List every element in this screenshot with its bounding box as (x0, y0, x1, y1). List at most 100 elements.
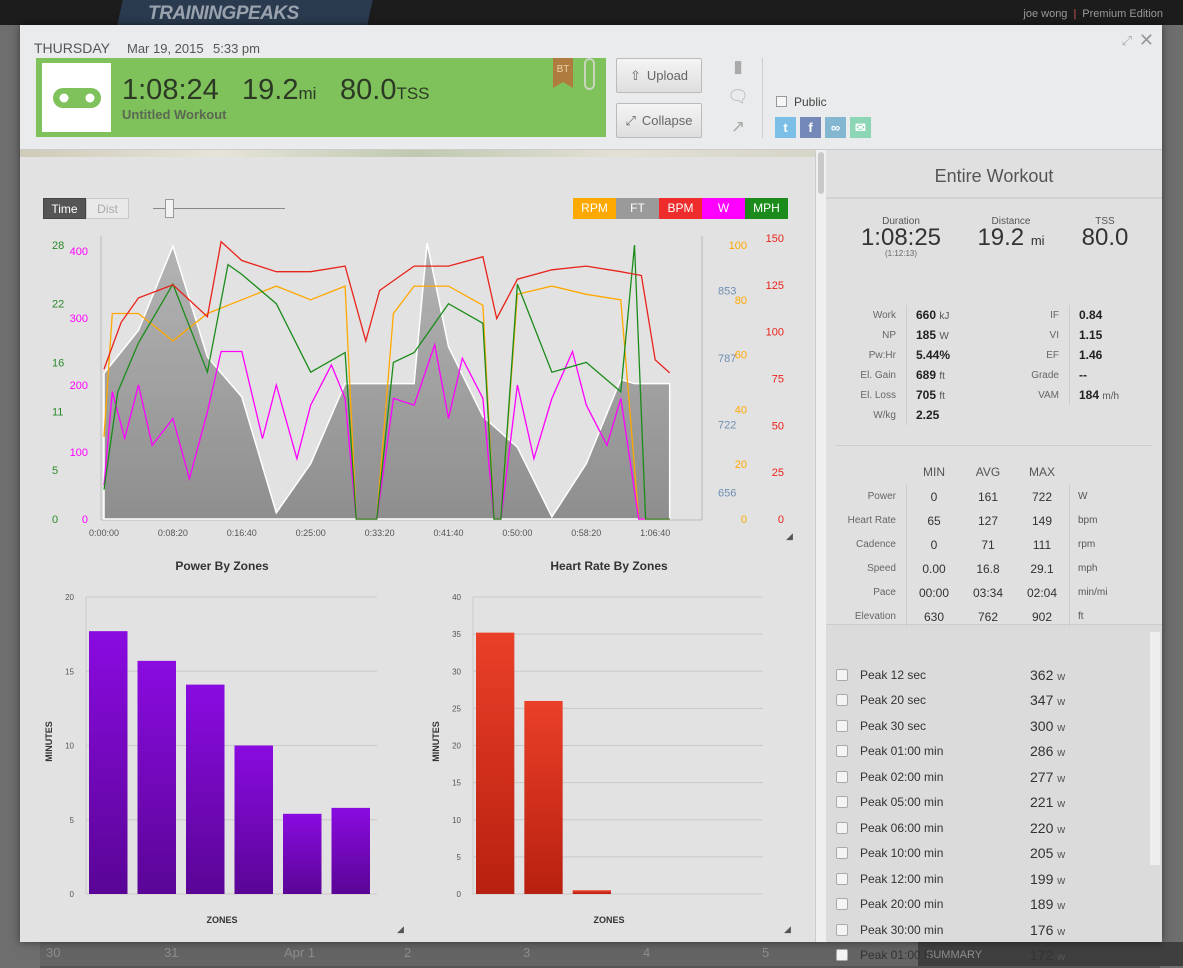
peak-row[interactable]: Peak 12:00 min 199 w (836, 866, 1146, 891)
facebook-icon[interactable]: f (800, 117, 821, 138)
peak-checkbox[interactable] (836, 770, 848, 783)
tss[interactable]: 80.0TSS (340, 74, 430, 107)
peak-checkbox[interactable] (836, 872, 848, 885)
bar-zone-3 (186, 684, 225, 894)
workout-summary-bar: 1:08:24 19.2mi 80.0TSS Untitled Workout … (36, 58, 606, 137)
tss-value: 80.0 (340, 74, 397, 106)
row-label: Cadence (855, 539, 896, 550)
time-toggle[interactable]: Time (43, 198, 86, 219)
comment-icon[interactable]: 🗨 (727, 87, 749, 106)
peak-checkbox[interactable] (836, 898, 848, 910)
zoom-slider[interactable] (153, 199, 285, 218)
metric-value: 705 ft (916, 388, 945, 402)
peak-row[interactable]: Peak 20 sec 347 w (836, 688, 1146, 713)
peak-checkbox[interactable] (836, 694, 848, 706)
legend-mph[interactable]: MPH (745, 198, 788, 219)
duration-block: Duration 1:08:25 (1:12:13) (851, 216, 951, 258)
divider (836, 445, 1152, 446)
workout-title[interactable]: Untitled Workout (122, 107, 227, 122)
bike-icon[interactable] (42, 63, 111, 132)
peak-checkbox[interactable] (836, 719, 848, 732)
top-bar: TRAININGPEAKS joe wong | Premium Edition (0, 0, 1183, 25)
bt-badge[interactable]: BT (553, 58, 573, 88)
slider-handle[interactable] (165, 199, 174, 218)
unit: w (1057, 925, 1066, 938)
twitter-icon[interactable]: t (775, 117, 796, 138)
upload-icon: ⇧ (629, 67, 641, 83)
peak-row[interactable]: Peak 30 sec 300 w (836, 713, 1146, 738)
legend-w[interactable]: W (702, 198, 745, 219)
calendar-day[interactable]: 31 (164, 945, 179, 960)
calendar-day[interactable]: 2 (404, 945, 412, 960)
peak-row[interactable]: Peak 20:00 min 189 w (836, 892, 1146, 917)
peak-row[interactable]: Peak 01:00 h 172 w (836, 943, 1146, 968)
distance[interactable]: 19.2mi (242, 74, 316, 107)
public-checkbox[interactable] (776, 96, 787, 107)
scroll-thumb[interactable] (818, 152, 824, 194)
metric-label: IF (1050, 310, 1059, 321)
peak-row[interactable]: Peak 05:00 min 221 w (836, 790, 1146, 815)
collapse-button[interactable]: ⤢ Collapse (616, 103, 702, 138)
axis-tick-speed: 5 (52, 465, 58, 477)
link-icon[interactable]: ∞ (825, 117, 846, 138)
calendar-day[interactable]: Apr 1 (284, 945, 316, 960)
axis-tick-cadence: 80 (735, 295, 747, 307)
bar-chart-icon[interactable]: ▮​ (733, 57, 743, 76)
bar-zone-1 (476, 632, 515, 894)
distance-unit: mi (298, 84, 317, 103)
peak-checkbox[interactable] (836, 847, 848, 859)
peak-row[interactable]: Peak 06:00 min 220 w (836, 815, 1146, 840)
close-icon[interactable]: ✕ (1138, 30, 1154, 50)
logo[interactable]: TRAININGPEAKS (148, 3, 299, 24)
duration-label: Duration (882, 216, 920, 227)
cell-max: 02:04 (1026, 586, 1058, 600)
entire-workout-stats: Entire Workout Duration 1:08:25 (1:12:13… (826, 150, 1162, 627)
peak-checkbox[interactable] (836, 668, 848, 681)
peak-value: 199 w (1030, 871, 1065, 887)
email-icon[interactable]: ✉ (850, 117, 871, 138)
upload-button[interactable]: ⇧ Upload (616, 58, 702, 93)
peak-checkbox[interactable] (836, 821, 848, 834)
pin-icon[interactable]: ⤢ (1121, 33, 1132, 48)
duration[interactable]: 1:08:24 (122, 74, 219, 106)
value: 705 (916, 388, 937, 402)
peak-row[interactable]: Peak 02:00 min 277 w (836, 764, 1146, 789)
peaks-scrollbar[interactable] (1150, 632, 1160, 865)
peak-value: 221 w (1030, 794, 1065, 810)
map-strip[interactable] (20, 150, 815, 157)
peak-row[interactable]: Peak 01:00 min 286 w (836, 739, 1146, 764)
unit: w (1057, 823, 1066, 836)
public-label: Public (794, 95, 827, 109)
dist-toggle[interactable]: Dist (86, 198, 129, 219)
calendar-day[interactable]: 5 (762, 945, 770, 960)
paperclip-icon[interactable] (584, 58, 595, 90)
axis-tick-hr: 125 (766, 280, 784, 292)
value: -- (1079, 368, 1087, 382)
calendar-day[interactable]: 30 (46, 945, 61, 960)
legend-bpm[interactable]: BPM (659, 198, 702, 219)
axis-tick-elev: 722 (718, 420, 736, 432)
value: 660 (916, 308, 937, 322)
left-scrollbar[interactable] (815, 150, 826, 942)
axis-tick-elev: 787 (718, 353, 736, 365)
metric-divider (906, 305, 907, 425)
metric-value: 660 kJ (916, 308, 949, 322)
legend-rpm[interactable]: RPM (573, 198, 616, 219)
peak-row[interactable]: Peak 12 sec 362 w (836, 662, 1146, 687)
calendar-day[interactable]: 3 (523, 945, 531, 960)
peak-checkbox[interactable] (836, 796, 848, 808)
bar-zone-6 (331, 807, 370, 894)
workout-date[interactable]: Mar 19, 2015 (127, 41, 204, 56)
workout-time[interactable]: 5:33 pm (213, 41, 260, 56)
legend-ft[interactable]: FT (616, 198, 659, 219)
user-name[interactable]: joe wong (1023, 8, 1068, 20)
peak-checkbox[interactable] (836, 949, 848, 961)
unit: ft (939, 371, 945, 382)
peak-row[interactable]: Peak 30:00 min 176 w (836, 917, 1146, 942)
peak-checkbox[interactable] (836, 745, 848, 757)
peak-checkbox[interactable] (836, 923, 848, 936)
calendar-day[interactable]: 4 (643, 945, 651, 960)
line-chart-icon[interactable]: ↗ (730, 117, 746, 136)
workout-graph[interactable]: 0:00:00 0:08:20 0:16:40 0:25:00 0:33:20 0:41:… (20, 150, 815, 942)
peak-row[interactable]: Peak 10:00 min 205 w (836, 841, 1146, 866)
